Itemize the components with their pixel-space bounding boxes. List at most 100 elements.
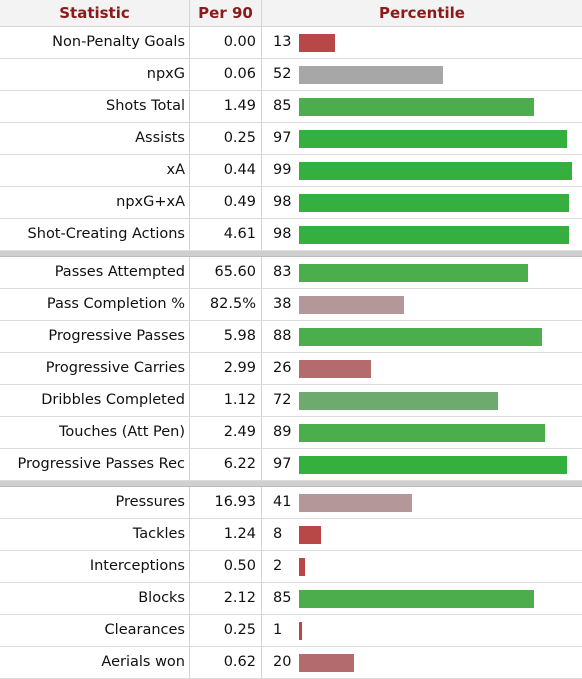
table-body: Non-Penalty Goals 0.00 13 npxG 0.06 52 Shots T…: [0, 27, 582, 679]
percentile-cell: 41: [262, 487, 582, 518]
percentile-cell: 38: [262, 289, 582, 320]
percentile-value: 83: [273, 264, 292, 280]
stat-name: Non-Penalty Goals: [0, 27, 190, 58]
per90-value: 0.62: [190, 647, 262, 678]
percentile-value: 26: [273, 360, 292, 376]
stat-name: Shot-Creating Actions: [0, 219, 190, 250]
percentile-cell: 83: [262, 257, 582, 288]
percentile-value: 85: [273, 98, 292, 114]
percentile-bar: [299, 590, 534, 608]
percentile-cell: 98: [262, 219, 582, 250]
stat-name: Clearances: [0, 615, 190, 646]
percentile-value: 13: [273, 34, 292, 50]
stat-name: xA: [0, 155, 190, 186]
stat-name: Aerials won: [0, 647, 190, 678]
per90-value: 65.60: [190, 257, 262, 288]
percentile-value: 97: [273, 456, 292, 472]
percentile-value: 97: [273, 130, 292, 146]
percentile-bar: [299, 654, 354, 672]
per90-value: 16.93: [190, 487, 262, 518]
header-per90[interactable]: Per 90: [190, 0, 262, 26]
percentile-bar: [299, 296, 404, 314]
per90-value: 0.25: [190, 123, 262, 154]
percentile-bar: [299, 34, 335, 52]
per90-value: 2.49: [190, 417, 262, 448]
table-row: Passes Attempted 65.60 83: [0, 257, 582, 289]
table-row: Aerials won 0.62 20: [0, 647, 582, 679]
percentile-bar: [299, 66, 443, 84]
stat-name: Shots Total: [0, 91, 190, 122]
table-row: Shots Total 1.49 85: [0, 91, 582, 123]
table-row: Shot-Creating Actions 4.61 98: [0, 219, 582, 251]
percentile-bar: [299, 194, 569, 212]
percentile-cell: 72: [262, 385, 582, 416]
table-row: Clearances 0.25 1: [0, 615, 582, 647]
percentile-cell: 20: [262, 647, 582, 678]
percentile-bar: [299, 226, 569, 244]
percentile-cell: 52: [262, 59, 582, 90]
per90-value: 0.49: [190, 187, 262, 218]
percentile-cell: 88: [262, 321, 582, 352]
percentile-value: 85: [273, 590, 292, 606]
percentile-cell: 26: [262, 353, 582, 384]
percentile-cell: 97: [262, 123, 582, 154]
percentile-bar: [299, 494, 412, 512]
per90-value: 0.00: [190, 27, 262, 58]
table-row: Tackles 1.24 8: [0, 519, 582, 551]
stat-name: Interceptions: [0, 551, 190, 582]
per90-value: 1.24: [190, 519, 262, 550]
percentile-cell: 99: [262, 155, 582, 186]
percentile-cell: 97: [262, 449, 582, 480]
header-percentile[interactable]: Percentile: [379, 4, 465, 22]
stat-name: npxG+xA: [0, 187, 190, 218]
table-row: Progressive Carries 2.99 26: [0, 353, 582, 385]
per90-value: 2.12: [190, 583, 262, 614]
table-row: Pass Completion % 82.5% 38: [0, 289, 582, 321]
percentile-cell: 2: [262, 551, 582, 582]
percentile-cell: 85: [262, 91, 582, 122]
percentile-cell: 13: [262, 27, 582, 58]
stat-name: Progressive Passes Rec: [0, 449, 190, 480]
percentile-bar: [299, 456, 567, 474]
per90-value: 1.12: [190, 385, 262, 416]
percentile-value: 89: [273, 424, 292, 440]
table-row: Progressive Passes Rec 6.22 97: [0, 449, 582, 481]
per90-value: 82.5%: [190, 289, 262, 320]
table-row: Dribbles Completed 1.12 72: [0, 385, 582, 417]
percentile-value: 41: [273, 494, 292, 510]
percentile-value: 2: [273, 558, 283, 574]
percentile-cell: 89: [262, 417, 582, 448]
stat-name: Passes Attempted: [0, 257, 190, 288]
table-row: Blocks 2.12 85: [0, 583, 582, 615]
percentile-value: 98: [273, 194, 292, 210]
percentile-value: 72: [273, 392, 292, 408]
table-row: Pressures 16.93 41: [0, 487, 582, 519]
stat-name: Progressive Passes: [0, 321, 190, 352]
table-header: Statistic Per 90 Percentile: [0, 0, 582, 27]
per90-value: 0.44: [190, 155, 262, 186]
percentile-bar: [299, 526, 321, 544]
per90-value: 0.50: [190, 551, 262, 582]
per90-value: 2.99: [190, 353, 262, 384]
stat-name: npxG: [0, 59, 190, 90]
table-row: Assists 0.25 97: [0, 123, 582, 155]
stat-name: Assists: [0, 123, 190, 154]
percentile-bar: [299, 98, 534, 116]
table-row: npxG 0.06 52: [0, 59, 582, 91]
percentile-value: 99: [273, 162, 292, 178]
group-separator: [0, 481, 582, 487]
table-row: xA 0.44 99: [0, 155, 582, 187]
table-row: npxG+xA 0.49 98: [0, 187, 582, 219]
header-statistic[interactable]: Statistic: [0, 0, 190, 26]
per90-value: 0.06: [190, 59, 262, 90]
percentile-value: 38: [273, 296, 292, 312]
percentile-cell: 1: [262, 615, 582, 646]
stat-name: Progressive Carries: [0, 353, 190, 384]
percentile-bar: [299, 264, 528, 282]
table-row: Non-Penalty Goals 0.00 13: [0, 27, 582, 59]
per90-value: 6.22: [190, 449, 262, 480]
stat-name: Touches (Att Pen): [0, 417, 190, 448]
per90-value: 4.61: [190, 219, 262, 250]
percentile-cell: 85: [262, 583, 582, 614]
